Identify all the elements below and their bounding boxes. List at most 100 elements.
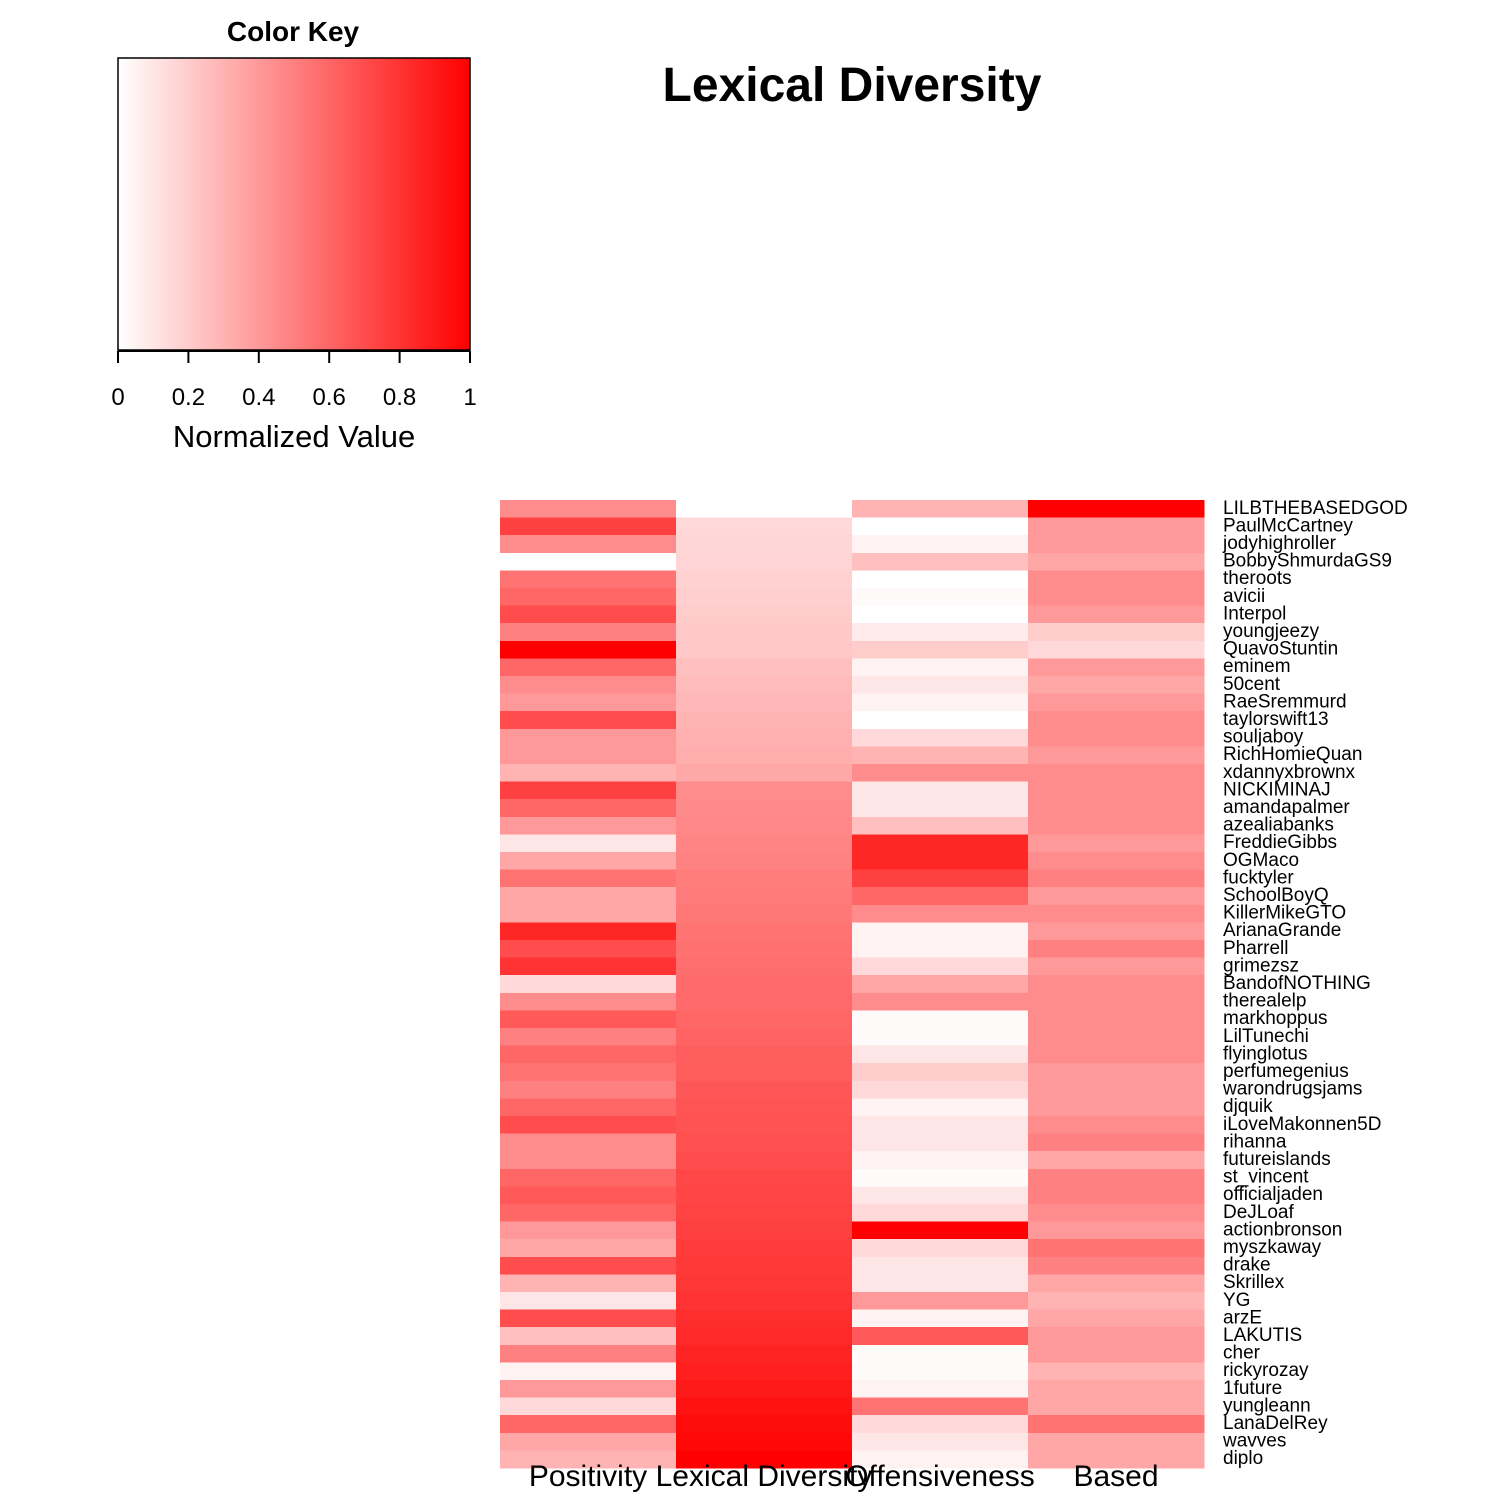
heatmap-cell (1028, 852, 1205, 871)
row-label: RichHomieQuan (1223, 744, 1362, 765)
heatmap-cell (500, 500, 677, 519)
heatmap-cell (1028, 1186, 1205, 1205)
heatmap-cells (500, 500, 1205, 1469)
heatmap-cell (852, 834, 1029, 853)
heatmap-cell (1028, 1116, 1205, 1135)
heatmap-cell (852, 746, 1029, 765)
heatmap-cell (1028, 1415, 1205, 1434)
heatmap-cell (852, 1063, 1029, 1082)
heatmap-cell (500, 781, 677, 800)
heatmap-cell (1028, 1450, 1205, 1469)
heatmap-cell (676, 500, 853, 519)
row-label: LILBTHEBASEDGOD (1223, 498, 1408, 519)
heatmap-cell (500, 816, 677, 835)
heatmap-cell (500, 1344, 677, 1363)
heatmap-cell (500, 1133, 677, 1152)
row-label: markhoppus (1223, 1008, 1328, 1029)
heatmap-cell (1028, 975, 1205, 994)
heatmap-cell (500, 922, 677, 941)
heatmap-cell (852, 623, 1029, 642)
row-label: youngjeezy (1223, 621, 1320, 642)
color-key: Color Key 0 0.2 0.4 0.6 0.8 1 Normalized Valu… (111, 16, 476, 454)
heatmap-cell (676, 711, 853, 730)
heatmap-cell (1028, 1274, 1205, 1293)
heatmap-cell (500, 693, 677, 712)
heatmap-cell (852, 588, 1029, 607)
column-labels: Positivity Lexical DiversityOffensiveness… (529, 1460, 1159, 1493)
heatmap-cell (1028, 957, 1205, 976)
row-label: cher (1223, 1343, 1261, 1364)
row-label: Interpol (1223, 603, 1286, 624)
row-label: Pharrell (1223, 938, 1288, 959)
heatmap-cell (852, 1186, 1029, 1205)
heatmap-cell (1028, 658, 1205, 677)
heatmap-cell (676, 728, 853, 747)
heatmap-cell (852, 816, 1029, 835)
heatmap-cell (500, 940, 677, 959)
heatmap-cell (500, 1274, 677, 1293)
row-label: LilTunechi (1223, 1026, 1309, 1047)
heatmap-cell (676, 640, 853, 659)
heatmap-cell (676, 535, 853, 554)
heatmap-cell (500, 1010, 677, 1029)
heatmap-cell (852, 940, 1029, 959)
heatmap-cell (676, 975, 853, 994)
heatmap-cell (1028, 869, 1205, 888)
row-label: DeJLoaf (1223, 1202, 1294, 1223)
heatmap-cell (500, 605, 677, 624)
heatmap-cell (500, 1432, 677, 1451)
heatmap-cell (852, 957, 1029, 976)
heatmap-cell (500, 1239, 677, 1258)
heatmap-cell (852, 535, 1029, 554)
heatmap-cell (676, 834, 853, 853)
row-label: BobbyShmurdaGS9 (1223, 551, 1392, 572)
heatmap-cell (852, 1256, 1029, 1275)
heatmap-cell (1028, 799, 1205, 818)
heatmap-cell (852, 1292, 1029, 1311)
heatmap-cell (1028, 1133, 1205, 1152)
row-label: RaeSremmurd (1223, 691, 1347, 712)
heatmap-cell (852, 500, 1029, 519)
heatmap-cell (676, 1168, 853, 1187)
heatmap-cell (1028, 500, 1205, 519)
heatmap-cell (676, 570, 853, 589)
heatmap-cell (676, 1415, 853, 1434)
heatmap-cell (1028, 1380, 1205, 1399)
heatmap-cell (500, 1080, 677, 1099)
row-label: therealelp (1223, 991, 1306, 1012)
heatmap-cell (676, 1344, 853, 1363)
color-key-xlabel: Normalized Value (173, 419, 415, 454)
row-label: wavves (1222, 1431, 1286, 1452)
heatmap-cell (676, 693, 853, 712)
heatmap-cell (500, 640, 677, 659)
heatmap-cell (852, 1080, 1029, 1099)
heatmap-cell (1028, 781, 1205, 800)
heatmap-cell (1028, 1204, 1205, 1223)
heatmap-cell (1028, 1256, 1205, 1275)
heatmap-cell (852, 517, 1029, 536)
heatmap-cell (500, 1168, 677, 1187)
heatmap-cell (676, 1239, 853, 1258)
heatmap-cell (500, 1063, 677, 1082)
chart-title: Lexical Diversity (663, 59, 1042, 112)
heatmap-cell (1028, 1397, 1205, 1416)
heatmap-cell (676, 1116, 853, 1135)
heatmap-cell (676, 1256, 853, 1275)
column-label: Offensiveness (845, 1460, 1035, 1493)
heatmap-cell (500, 1028, 677, 1047)
heatmap-cell (676, 1450, 853, 1469)
heatmap-cell (1028, 676, 1205, 695)
heatmap-cell (676, 1309, 853, 1328)
heatmap-cell (852, 658, 1029, 677)
row-label: actionbronson (1223, 1219, 1342, 1240)
heatmap-cell (1028, 922, 1205, 941)
heatmap-cell (676, 676, 853, 695)
heatmap-cell (500, 1151, 677, 1170)
heatmap-cell (852, 869, 1029, 888)
color-key-tick-label: 0.2 (172, 384, 205, 411)
row-label: amandapalmer (1223, 797, 1350, 818)
heatmap-cell (500, 1327, 677, 1346)
heatmap-cell (852, 904, 1029, 923)
heatmap-cell (676, 1010, 853, 1029)
heatmap-cell (500, 711, 677, 730)
